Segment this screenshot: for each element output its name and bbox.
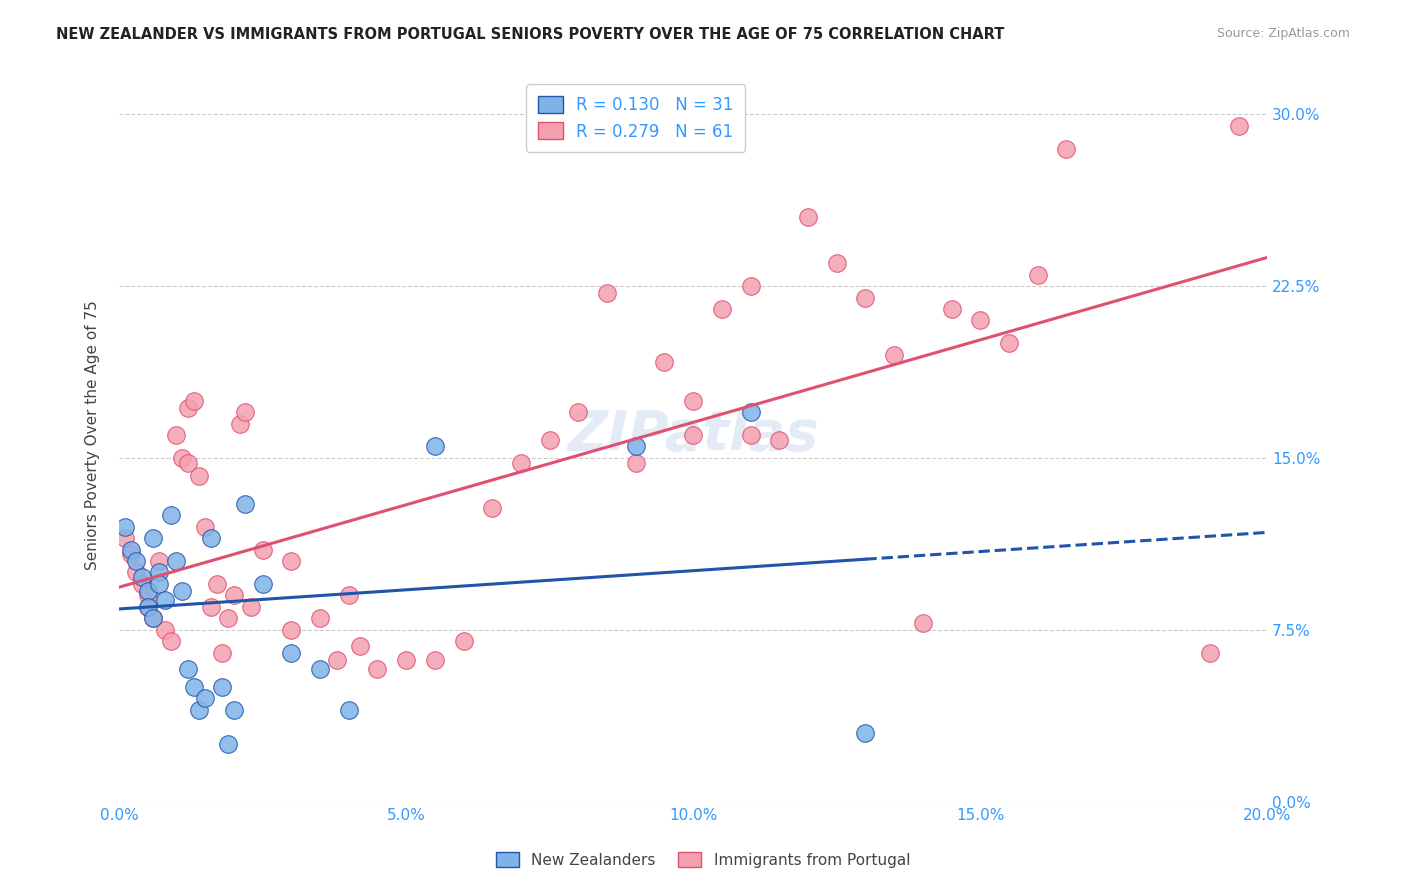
Point (188, 703, 211, 717)
Point (200, 531, 222, 545)
Point (235, 497, 257, 511)
Point (280, 623, 302, 637)
Point (682, 393, 704, 408)
Point (309, 662, 332, 676)
Point (142, 611, 165, 625)
Point (177, 456, 200, 470)
Point (567, 405, 589, 419)
Point (131, 570, 153, 584)
Point (998, 336, 1021, 351)
Point (1227, 119, 1250, 133)
Point (740, 405, 762, 419)
Y-axis label: Seniors Poverty Over the Age of 75: Seniors Poverty Over the Age of 75 (86, 300, 100, 570)
Point (423, 440, 446, 454)
Point (153, 623, 176, 637)
Point (114, 519, 136, 533)
Point (337, 588, 360, 602)
Point (177, 401, 200, 415)
Point (395, 652, 418, 666)
Point (205, 577, 228, 591)
Point (166, 554, 188, 568)
Point (211, 680, 233, 694)
Point (125, 566, 148, 580)
Point (125, 554, 148, 568)
Text: NEW ZEALANDER VS IMMIGRANTS FROM PORTUGAL SENIORS POVERTY OVER THE AGE OF 75 COR: NEW ZEALANDER VS IMMIGRANTS FROM PORTUGA… (56, 27, 1005, 42)
Point (148, 566, 170, 580)
Legend: R = 0.130   N = 31, R = 0.279   N = 61: R = 0.130 N = 31, R = 0.279 N = 61 (526, 84, 745, 153)
Point (240, 599, 263, 614)
Point (142, 611, 165, 625)
Point (183, 680, 205, 694)
Point (740, 428, 762, 442)
Point (481, 501, 503, 516)
Point (217, 611, 239, 625)
Point (797, 211, 820, 225)
Point (217, 737, 239, 751)
Point (309, 611, 332, 625)
Point (131, 577, 153, 591)
Point (252, 577, 274, 591)
Point (1026, 268, 1049, 282)
Point (153, 593, 176, 607)
Point (172, 450, 194, 465)
Point (200, 599, 222, 614)
Point (136, 599, 159, 614)
Point (120, 542, 142, 557)
Point (188, 469, 211, 483)
Point (453, 634, 475, 648)
Point (740, 279, 762, 293)
Point (855, 291, 877, 305)
Point (211, 646, 233, 660)
Point (194, 691, 217, 706)
Point (252, 542, 274, 557)
Text: Source: ZipAtlas.com: Source: ZipAtlas.com (1216, 27, 1350, 40)
Text: ZIPatlas: ZIPatlas (568, 408, 818, 462)
Point (228, 417, 250, 431)
Point (654, 355, 676, 369)
Point (624, 456, 647, 470)
Point (159, 634, 181, 648)
Point (1199, 646, 1222, 660)
Point (883, 348, 905, 362)
Point (624, 440, 647, 454)
Point (337, 703, 360, 717)
Point (326, 652, 349, 666)
Legend: New Zealanders, Immigrants from Portugal: New Zealanders, Immigrants from Portugal (488, 844, 918, 875)
Point (538, 433, 561, 447)
Point (855, 726, 877, 740)
Point (235, 405, 257, 419)
Point (194, 519, 217, 533)
Point (148, 577, 170, 591)
Point (911, 615, 934, 630)
Point (825, 256, 848, 270)
Point (510, 456, 533, 470)
Point (1054, 142, 1077, 156)
Point (148, 554, 170, 568)
Point (166, 428, 188, 442)
Point (366, 662, 388, 676)
Point (710, 301, 733, 316)
Point (183, 393, 205, 408)
Point (222, 588, 245, 602)
Point (136, 588, 159, 602)
Point (159, 508, 181, 523)
Point (136, 599, 159, 614)
Point (349, 639, 371, 653)
Point (142, 531, 165, 545)
Point (969, 313, 991, 327)
Point (172, 583, 194, 598)
Point (768, 433, 790, 447)
Point (177, 662, 200, 676)
Point (682, 428, 704, 442)
Point (596, 285, 619, 300)
Point (120, 547, 142, 561)
Point (280, 554, 302, 568)
Point (280, 646, 302, 660)
Point (136, 583, 159, 598)
Point (941, 301, 963, 316)
Point (222, 703, 245, 717)
Point (423, 652, 446, 666)
Point (114, 531, 136, 545)
